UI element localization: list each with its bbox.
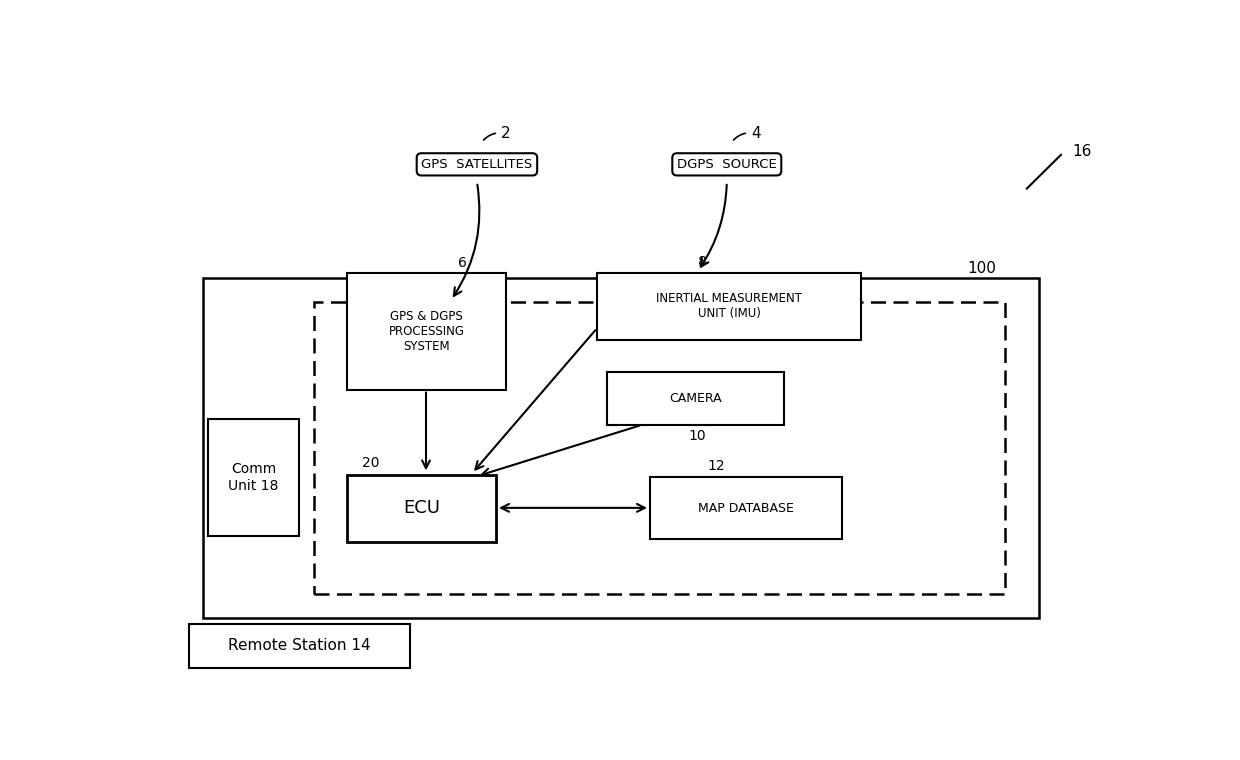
Text: MAP DATABASE: MAP DATABASE [698,502,794,515]
Bar [314,302,1006,594]
Text: GPS & DGPS
PROCESSING
SYSTEM: GPS & DGPS PROCESSING SYSTEM [388,309,465,353]
Bar [203,278,1039,618]
Text: 10: 10 [688,429,706,443]
Text: INERTIAL MEASUREMENT
UNIT (IMU): INERTIAL MEASUREMENT UNIT (IMU) [656,293,802,320]
Text: Remote Station 14: Remote Station 14 [228,638,371,653]
Bar [347,273,506,390]
Text: 16: 16 [1073,144,1092,159]
Text: 4: 4 [733,126,760,141]
Text: 2: 2 [484,126,511,141]
Text: GPS  SATELLITES: GPS SATELLITES [422,158,532,171]
Bar [650,477,842,539]
Bar [188,624,409,667]
Text: 6: 6 [458,255,466,270]
Text: 8: 8 [698,255,707,268]
Text: Comm
Unit 18: Comm Unit 18 [228,462,279,492]
Text: ECU: ECU [403,499,440,517]
Text: DGPS  SOURCE: DGPS SOURCE [677,158,776,171]
Text: 20: 20 [362,457,379,470]
Bar [606,372,785,425]
Bar [596,273,862,340]
Text: 12: 12 [708,459,725,473]
Text: 100: 100 [967,261,996,276]
Bar [347,474,496,542]
Bar [208,419,299,536]
Text: CAMERA: CAMERA [670,392,722,405]
